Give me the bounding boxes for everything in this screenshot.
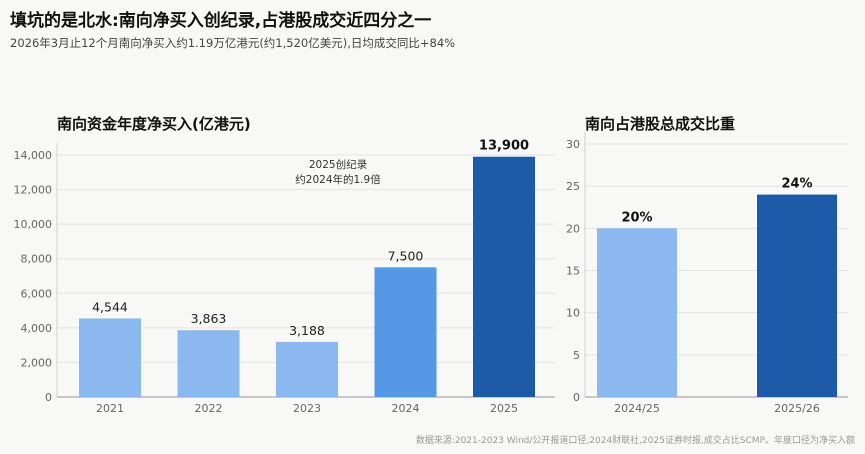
- right-ytick-label: 15: [566, 265, 580, 278]
- left-bar: [374, 267, 437, 397]
- left-data-label: 13,900: [479, 139, 529, 154]
- right-bar: [597, 228, 677, 397]
- left-data-label: 4,544: [92, 299, 128, 314]
- left-ytick-label: 4,000: [21, 322, 53, 335]
- right-xtick-label: 2024/25: [614, 402, 660, 415]
- right-ytick-label: 5: [573, 349, 580, 362]
- left-bar: [276, 341, 338, 397]
- left-annotation-line: 约2024年的1.9倍: [295, 173, 381, 186]
- right-chart-title: 南向占港股总成交比重: [585, 115, 736, 133]
- left-ytick-label: 14,000: [14, 149, 53, 162]
- left-data-label: 3,863: [191, 311, 227, 326]
- left-data-label: 3,188: [289, 323, 325, 338]
- left-ytick-label: 6,000: [21, 287, 53, 300]
- right-data-label: 20%: [621, 210, 652, 225]
- left-xtick-label: 2022: [195, 402, 223, 415]
- left-bar: [177, 330, 240, 397]
- source-note: 数据来源:2021-2023 Wind/公开报道口径,2024财联社,2025证…: [415, 436, 855, 446]
- left-ytick-label: 12,000: [14, 184, 53, 197]
- right-ytick-label: 30: [566, 138, 580, 151]
- left-bar: [473, 156, 535, 397]
- right-ytick-label: 10: [566, 307, 580, 320]
- right-xtick-label: 2025/26: [774, 402, 820, 415]
- left-xtick-label: 2023: [293, 402, 321, 415]
- right-ytick-label: 25: [566, 180, 580, 193]
- left-xtick-label: 2024: [392, 402, 420, 415]
- left-ytick-label: 8,000: [21, 253, 53, 266]
- right-ytick-label: 20: [566, 222, 580, 235]
- left-xtick-label: 2025: [490, 402, 518, 415]
- left-ytick-label: 2,000: [21, 356, 53, 369]
- left-chart-title: 南向资金年度净买入(亿港元): [57, 115, 251, 133]
- right-data-label: 24%: [781, 177, 812, 192]
- left-xtick-label: 2021: [96, 402, 124, 415]
- left-ytick-label: 10,000: [14, 218, 53, 231]
- left-data-label: 7,500: [388, 248, 424, 263]
- page-title: 填坑的是北水:南向净买入创纪录,占港股成交近四分之一: [10, 11, 432, 31]
- right-ytick-label: 0: [573, 391, 580, 404]
- left-bar: [79, 318, 141, 397]
- left-ytick-label: 0: [45, 391, 52, 404]
- page-subtitle: 2026年3月止12个月南向净买入约1.19万亿港元(约1,520亿美元),日均…: [10, 36, 456, 50]
- right-bar: [757, 194, 837, 397]
- left-annotation-line: 2025创纪录: [309, 158, 367, 171]
